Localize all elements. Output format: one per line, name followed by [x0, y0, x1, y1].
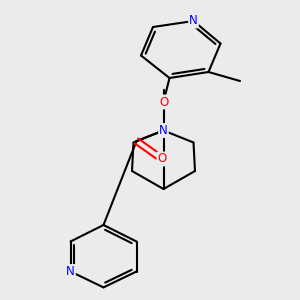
Text: N: N	[159, 124, 168, 137]
Text: N: N	[66, 265, 75, 278]
Text: O: O	[158, 152, 166, 166]
Text: O: O	[159, 95, 168, 109]
Text: N: N	[189, 14, 198, 28]
